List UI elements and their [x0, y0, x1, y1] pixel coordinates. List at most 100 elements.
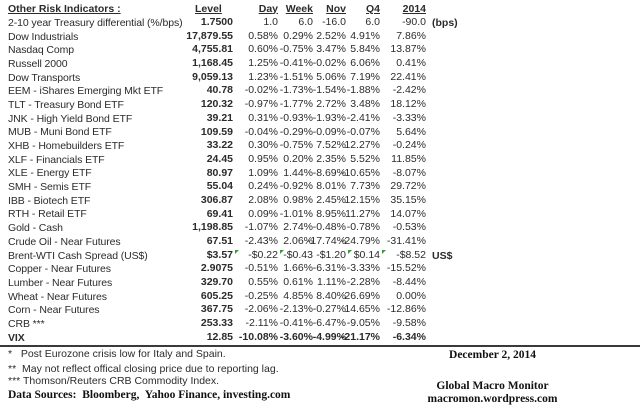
cell-week: -1.73% — [279, 84, 313, 97]
column-header-level: Level — [195, 2, 222, 15]
column-header-day: Day — [258, 2, 278, 15]
cell-y2014: 18.12% — [390, 98, 426, 111]
cell-week: 1.44% — [283, 166, 313, 179]
cell-nov: 1.11% — [317, 276, 346, 289]
cell-day: -0.02% — [244, 84, 278, 97]
cell-day: -0.97% — [244, 98, 278, 111]
cell-week: 0.20% — [283, 152, 313, 165]
cell-y2014: -6.34% — [382, 330, 428, 347]
column-header-2014: 2014 — [402, 2, 426, 15]
cell-y2014: 35.15% — [390, 193, 426, 206]
cell-level: 605.25 — [200, 289, 233, 302]
cell-week: -0.41% — [279, 317, 313, 330]
footnote-1: * Post Eurozone crisis low for Italy and… — [8, 348, 226, 360]
cell-y2014: -9.58% — [392, 317, 426, 330]
indicator-label: IBB - Biotech ETF — [8, 194, 91, 207]
cell-level: 33.22 — [206, 139, 233, 152]
cell-y2014: 5.64% — [396, 125, 426, 138]
footnote-2: ** May not reflect offical closing price… — [8, 363, 279, 375]
cell-unit — [428, 112, 640, 126]
column-header-unit — [428, 1, 640, 16]
cell-q4: -1.88% — [346, 84, 380, 97]
cell-unit — [428, 208, 640, 222]
table-row: 2-10 year Treasury differential (%/bps) 1… — [0, 16, 640, 30]
cell-q4: -21.17% — [341, 330, 382, 347]
cell-level: 67.51 — [206, 235, 233, 247]
table-row: Copper - Near Futures 2.9075 -0.51% 1.66% -6… — [0, 262, 640, 276]
cell-y2014: -8.44% — [392, 276, 426, 289]
cell-week: -$0.43 — [280, 249, 315, 263]
cell-day: 2.08% — [248, 193, 278, 206]
cell-level: 1,198.85 — [192, 221, 233, 234]
cell-nov: -6.47% — [312, 317, 346, 330]
indicator-label: Wheat - Near Futures — [8, 290, 107, 303]
cell-unit — [428, 98, 640, 112]
cell-q4: 26.69% — [344, 289, 380, 302]
cell-week: -0.75% — [279, 43, 313, 56]
cell-nov: 8.01% — [316, 180, 346, 193]
cell-q4: 7.73% — [350, 180, 380, 193]
table-row: MUB - Muni Bond ETF 109.59 -0.04% -0.29% -0.… — [0, 126, 640, 140]
cell-q4: -2.41% — [346, 111, 380, 124]
cell-q4: 6.0 — [365, 16, 380, 28]
cell-level: 80.97 — [206, 166, 233, 179]
cell-y2014: 7.86% — [396, 29, 426, 42]
cell-q4: -2.28% — [346, 276, 380, 289]
cell-unit — [428, 276, 640, 290]
indicator-label: Russell 2000 — [8, 57, 68, 70]
cell-unit — [428, 139, 640, 153]
report-date: December 2, 2014 — [449, 349, 536, 361]
cell-unit: US$ — [432, 249, 453, 262]
footnotes-block: * Post Eurozone crisis low for Italy and… — [8, 348, 290, 402]
cell-level: 1,168.45 — [192, 57, 233, 70]
table-row: Dow Transports 9,059.13 1.23% -1.51% 5.06% 7.… — [0, 71, 640, 85]
table-row: Crude Oil - Near Futures 67.51 -2.43% 2.06%… — [0, 235, 640, 249]
cell-nov: -0.27% — [312, 303, 346, 316]
cell-unit — [428, 221, 640, 235]
cell-unit — [428, 290, 640, 304]
cell-week: -3.60% — [280, 330, 315, 347]
cell-unit — [428, 43, 640, 57]
cell-week: 6.0 — [298, 16, 313, 28]
cell-level: 40.78 — [206, 84, 233, 97]
table-row: XHB - Homebuilders ETF 33.22 0.30% -0.75% 7.… — [0, 139, 640, 153]
table-row: Dow Industrials 17,879.55 0.58% 0.29% 2.52% 4… — [0, 30, 640, 44]
cell-q4: -24.79% — [340, 235, 380, 247]
table-row: VIX 12.85 -10.08% -3.60% -4.99% -21.17% -6.34% — [0, 330, 640, 347]
cell-q4: -9.05% — [346, 317, 380, 330]
cell-y2014: 0.41% — [396, 57, 426, 70]
cell-week: -0.41% — [279, 57, 313, 70]
table-row: CRB *** 253.33 -2.11% -0.41% -6.47% -9.05% -9.… — [0, 317, 640, 331]
cell-level: 69.41 — [206, 207, 233, 220]
cell-q4: 6.06% — [350, 57, 380, 70]
indicator-label: Nasdaq Comp — [8, 44, 75, 57]
cell-nov: -8.69% — [312, 166, 346, 179]
cell-day: 1.09% — [248, 166, 278, 179]
cell-day: -2.11% — [245, 317, 279, 330]
cell-nov: -$1.20 — [316, 248, 346, 261]
indicator-label: Corn - Near Futures — [8, 304, 100, 317]
cell-nov: 8.40% — [316, 289, 346, 302]
table-row: Lumber - Near Futures 329.70 0.55% 0.61% 1.1… — [0, 276, 640, 290]
cell-day: -2.06% — [244, 303, 278, 316]
cell-week: -2.13% — [279, 303, 313, 316]
cell-q4: $0.14 — [348, 249, 382, 263]
table-row: JNK - High Yield Bond ETF 39.21 0.31% -0.93… — [0, 112, 640, 126]
table-row: Wheat - Near Futures 605.25 -0.25% 4.85% 8.4… — [0, 290, 640, 304]
cell-nov: 7.52% — [316, 139, 346, 152]
cell-day: 0.30% — [248, 139, 278, 152]
cell-unit — [428, 262, 640, 276]
cell-q4: -10.65% — [340, 166, 380, 179]
cell-y2014: -$8.52 — [382, 249, 428, 263]
cell-nov: -1.54% — [312, 84, 346, 97]
indicator-label: Crude Oil - Near Futures — [8, 235, 121, 248]
cell-unit — [428, 71, 640, 85]
table-row: Brent-WTI Cash Spread (US$) $3.57 -$0.22 -$… — [0, 249, 640, 263]
cell-day: -0.04% — [244, 125, 278, 138]
cell-level: 367.75 — [200, 303, 233, 316]
cell-y2014: -12.86% — [386, 303, 426, 316]
cell-unit — [428, 167, 640, 181]
table-row: TLT - Treasury Bond ETF 120.32 -0.97% -1.77… — [0, 98, 640, 112]
cell-level: 4,755.81 — [192, 43, 233, 56]
cell-y2014: 29.72% — [390, 180, 426, 193]
